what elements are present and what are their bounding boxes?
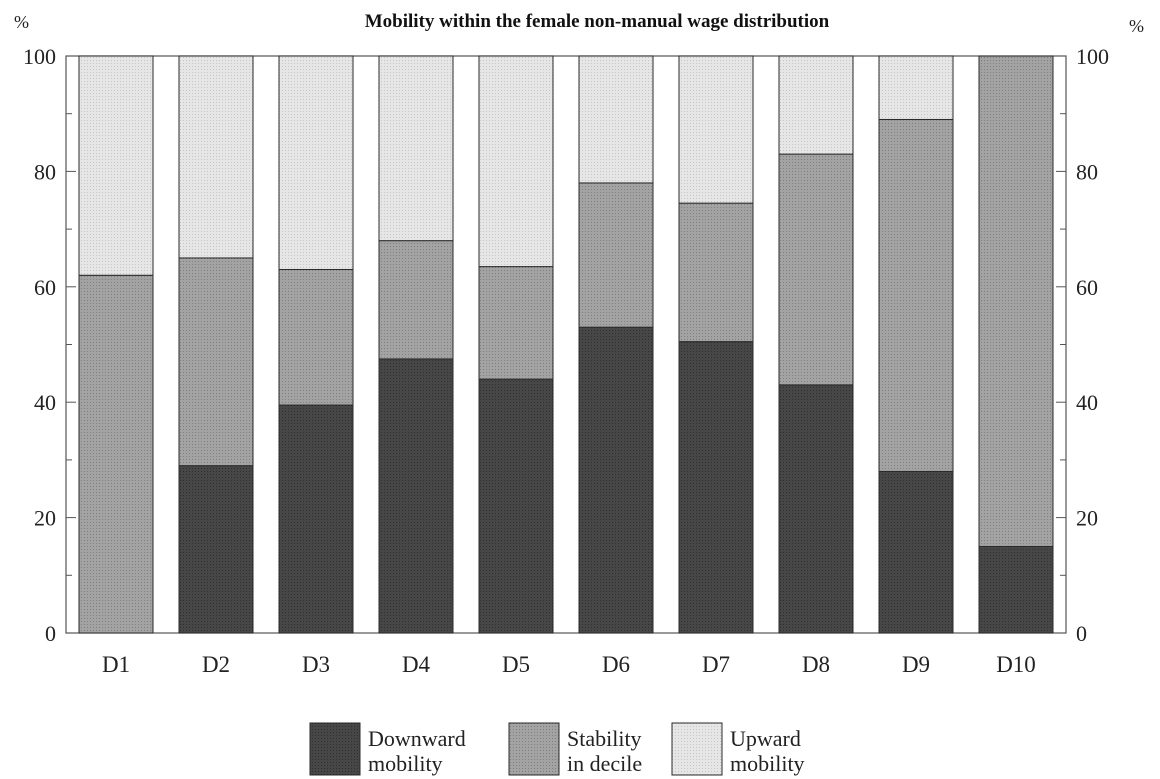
bar-segment-d4-s1: [378, 240, 454, 360]
bar-segment-d5-s0: [478, 378, 554, 634]
bar-segment-d8-s0: [778, 384, 854, 634]
y-tick-label-right: 100: [1076, 44, 1109, 69]
bar-segment-d5-s2: [478, 55, 554, 268]
x-tick-label: D8: [802, 652, 830, 677]
bar-segment-d3-s0: [278, 404, 354, 634]
x-tick-label: D5: [502, 652, 530, 677]
bar-segment-d9-s2: [878, 55, 954, 120]
legend-label: Downward: [368, 726, 466, 751]
bar-segment-d8-s1: [778, 153, 854, 386]
x-tick-label: D7: [702, 652, 730, 677]
bar-segment-d1-s1: [78, 274, 154, 634]
x-tick-label: D3: [302, 652, 330, 677]
y-tick-label-right: 20: [1076, 506, 1098, 531]
y-tick-label-left: 80: [34, 159, 56, 184]
y-axis-right: 0 20 40 60 80 100: [1056, 44, 1109, 646]
legend-swatch: [508, 722, 560, 776]
bar-segment-d8-s2: [778, 55, 854, 155]
bar-segment-d1-s2: [78, 55, 154, 276]
x-tick-label: D10: [996, 652, 1036, 677]
x-tick-label: D6: [602, 652, 630, 677]
legend-label: mobility: [730, 751, 805, 776]
bar-segment-d6-s1: [578, 182, 654, 328]
x-tick-label: D1: [102, 652, 130, 677]
x-tick-label: D2: [202, 652, 230, 677]
bars: [78, 55, 1054, 634]
bar-segment-d9-s0: [878, 470, 954, 634]
y-tick-label-left: 60: [34, 275, 56, 300]
bar-segment-d10-s0: [978, 545, 1054, 634]
legend-label: mobility: [368, 751, 443, 776]
bar-segment-d7-s0: [678, 341, 754, 634]
x-tick-label: D9: [902, 652, 930, 677]
x-tick-label: D4: [402, 652, 431, 677]
y-tick-label-right: 40: [1076, 390, 1098, 415]
y-tick-label-right: 0: [1076, 621, 1087, 646]
legend-label: Upward: [730, 726, 801, 751]
bar-segment-d6-s0: [578, 326, 654, 634]
bar-segment-d3-s1: [278, 268, 354, 406]
x-axis-labels: D1 D2 D3 D4 D5 D6 D7 D8 D9 D10: [102, 652, 1036, 677]
bar-segment-d2-s2: [178, 55, 254, 259]
y-axis-left: 0 20 40 60 80 100: [23, 44, 76, 646]
bar-segment-d7-s2: [678, 55, 754, 204]
chart-title: Mobility within the female non-manual wa…: [365, 11, 830, 32]
y-tick-label-left: 40: [34, 390, 56, 415]
bar-segment-d3-s2: [278, 55, 354, 270]
y-unit-left: %: [14, 12, 29, 32]
legend-label: Stability: [567, 726, 642, 751]
y-tick-label-right: 60: [1076, 275, 1098, 300]
y-tick-label-left: 20: [34, 506, 56, 531]
y-tick-label-right: 80: [1076, 159, 1098, 184]
bar-segment-d10-s1: [978, 55, 1054, 547]
bar-segment-d6-s2: [578, 55, 654, 184]
bar-segment-d7-s1: [678, 202, 754, 343]
y-tick-label-left: 100: [23, 44, 56, 69]
bar-segment-d4-s0: [378, 358, 454, 634]
bar-segment-d2-s0: [178, 465, 254, 634]
bar-segment-d2-s1: [178, 257, 254, 467]
legend-label: in decile: [567, 751, 642, 776]
bar-segment-d5-s1: [478, 266, 554, 380]
y-unit-right: %: [1129, 16, 1144, 36]
legend-swatch: [309, 722, 361, 776]
y-tick-label-left: 0: [45, 621, 56, 646]
legend-swatch: [671, 722, 723, 776]
bar-segment-d9-s1: [878, 118, 954, 472]
bar-segment-d4-s2: [378, 55, 454, 242]
